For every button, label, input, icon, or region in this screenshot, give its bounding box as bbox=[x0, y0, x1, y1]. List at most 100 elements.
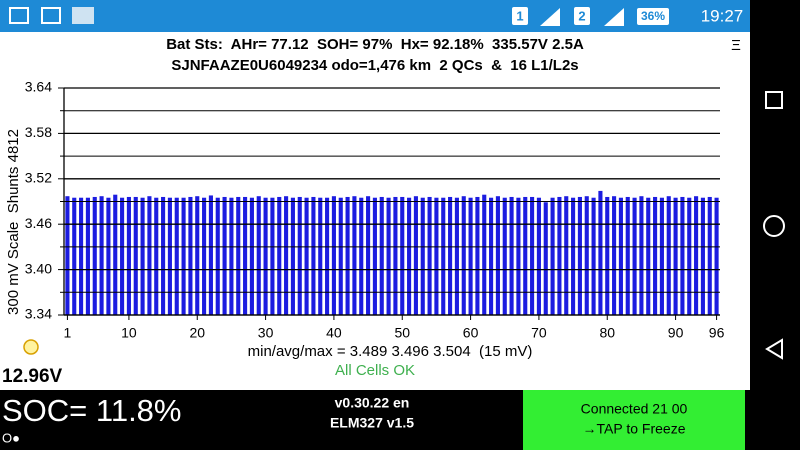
bar bbox=[454, 197, 459, 315]
bar bbox=[352, 196, 357, 315]
bar bbox=[174, 197, 179, 315]
bar bbox=[536, 197, 541, 315]
bar bbox=[700, 197, 705, 315]
app-icon bbox=[72, 7, 94, 24]
bar bbox=[714, 197, 719, 315]
bar bbox=[65, 196, 70, 315]
bar bbox=[270, 197, 275, 315]
bar bbox=[85, 197, 90, 315]
bar bbox=[126, 196, 131, 315]
bar bbox=[707, 196, 712, 315]
y-tick-label: 3.64 bbox=[25, 79, 52, 95]
bar bbox=[106, 197, 111, 315]
bar bbox=[461, 196, 466, 315]
battery-icon bbox=[637, 8, 669, 25]
x-tick-label: 30 bbox=[258, 325, 274, 341]
bar bbox=[632, 197, 637, 315]
bar bbox=[154, 197, 159, 315]
bar bbox=[167, 197, 172, 315]
bar bbox=[612, 196, 617, 315]
x-tick-label: 20 bbox=[189, 325, 205, 341]
bar bbox=[72, 197, 77, 315]
bar bbox=[557, 196, 562, 315]
bar bbox=[659, 197, 664, 315]
bar bbox=[243, 196, 248, 315]
freeze-hint: →TAP to Freeze bbox=[583, 421, 686, 437]
x-tick-label: 96 bbox=[709, 325, 725, 341]
bar bbox=[215, 197, 220, 315]
voltage: 12.96V bbox=[2, 366, 63, 387]
bar bbox=[448, 196, 453, 315]
bar bbox=[509, 196, 514, 315]
bar bbox=[618, 197, 623, 315]
bar bbox=[653, 196, 658, 315]
bar bbox=[372, 197, 377, 315]
bar bbox=[584, 196, 589, 315]
bulb-icon[interactable] bbox=[23, 339, 39, 355]
bar bbox=[530, 196, 535, 315]
bar bbox=[133, 196, 138, 315]
bar bbox=[577, 196, 582, 315]
bar bbox=[345, 196, 350, 315]
bar bbox=[468, 197, 473, 315]
bar bbox=[489, 197, 494, 315]
bar bbox=[181, 197, 186, 315]
bar bbox=[379, 196, 384, 315]
bar bbox=[571, 197, 576, 315]
bar bbox=[311, 196, 316, 315]
bar bbox=[591, 197, 596, 315]
bar bbox=[236, 196, 241, 315]
bar bbox=[297, 196, 302, 315]
x-tick-label: 10 bbox=[121, 325, 137, 341]
bar bbox=[516, 197, 521, 315]
bar bbox=[666, 196, 671, 315]
home-button[interactable] bbox=[763, 215, 785, 237]
bar bbox=[550, 197, 555, 315]
bar bbox=[222, 196, 227, 315]
bar bbox=[639, 196, 644, 315]
connection-button[interactable] bbox=[523, 390, 745, 450]
bar bbox=[673, 197, 678, 315]
bar bbox=[120, 197, 125, 315]
bar bbox=[625, 196, 630, 315]
x-tick-label: 1 bbox=[64, 325, 72, 341]
bar bbox=[79, 197, 84, 315]
notification-icon bbox=[9, 7, 29, 24]
bar bbox=[284, 196, 289, 315]
bar bbox=[441, 197, 446, 315]
vehicle-info: SJNFAAZE0U6049234 odo=1,476 km 2 QCs & 1… bbox=[171, 57, 578, 74]
image-icon bbox=[41, 7, 61, 24]
x-tick-label: 90 bbox=[668, 325, 684, 341]
bar bbox=[680, 196, 685, 315]
bar bbox=[249, 197, 254, 315]
bar bbox=[99, 196, 104, 315]
bar bbox=[147, 196, 152, 315]
bar bbox=[646, 197, 651, 315]
bar bbox=[523, 196, 528, 315]
bar bbox=[256, 196, 261, 315]
bar bbox=[331, 196, 336, 315]
recents-button[interactable] bbox=[765, 91, 783, 109]
connection-status: Connected 21 00 bbox=[581, 401, 688, 417]
sim2-icon bbox=[574, 7, 590, 25]
chart: 3.34 3.40 3.46 3.52 3.58 3.64 1 10 20 30 40 50 60 70 8… bbox=[25, 79, 725, 341]
bar bbox=[318, 197, 323, 315]
back-button[interactable] bbox=[765, 338, 783, 360]
clock: 19:27 bbox=[701, 6, 744, 25]
signal-icon bbox=[604, 8, 624, 26]
indicator: O● bbox=[2, 430, 20, 445]
bar bbox=[407, 197, 412, 315]
adapter: ELM327 v1.5 bbox=[330, 415, 414, 431]
bar bbox=[400, 196, 405, 315]
y-tick-label: 3.58 bbox=[25, 124, 52, 140]
battery-level: 36% bbox=[641, 9, 665, 23]
bar bbox=[598, 190, 603, 315]
bar bbox=[434, 197, 439, 315]
cell-status: All Cells OK bbox=[335, 362, 415, 379]
x-tick-label: 60 bbox=[463, 325, 479, 341]
y-tick-label: 3.34 bbox=[25, 306, 52, 322]
battery-status: Bat Sts: AHr= 77.12 SOH= 97% Hx= 92.18% … bbox=[166, 36, 584, 53]
menu-button[interactable]: Ξ bbox=[731, 37, 741, 54]
